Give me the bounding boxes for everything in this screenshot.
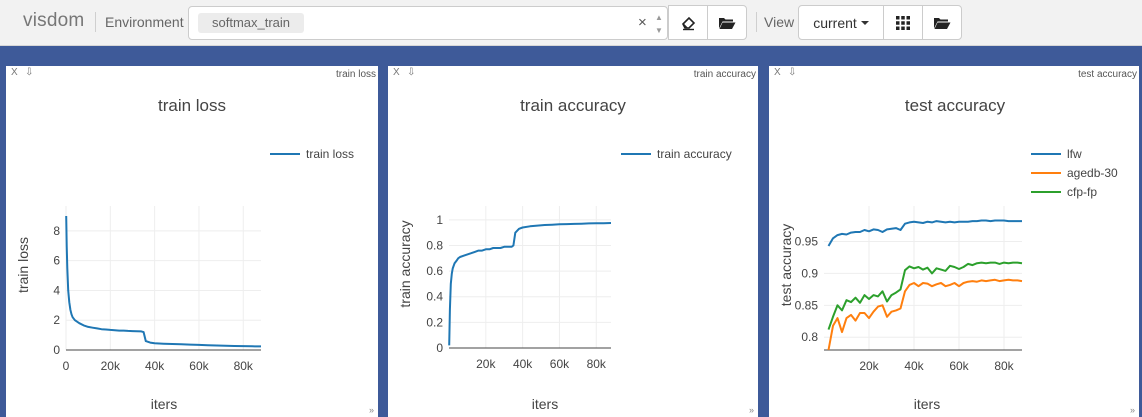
x-tick-label: 20k xyxy=(859,359,879,373)
series-line-train-loss xyxy=(65,215,262,348)
y-axis-label: test accuracy xyxy=(778,224,794,306)
y-axis-label: train loss xyxy=(15,237,31,293)
x-axis-label: iters xyxy=(151,396,177,412)
y-tick-label: 6 xyxy=(53,254,60,268)
divider xyxy=(756,12,757,32)
x-tick-label: 20k xyxy=(101,359,121,373)
caret-down-icon[interactable]: ▼ xyxy=(655,26,663,35)
x-tick-label: 60k xyxy=(949,359,969,373)
chevron-down-icon xyxy=(860,20,869,25)
download-icon[interactable]: ⇩ xyxy=(407,67,416,78)
legend-label: lfw xyxy=(1067,147,1082,161)
y-tick-label: 0.85 xyxy=(795,298,819,312)
series-line-agedb-30 xyxy=(827,278,1023,351)
eraser-icon xyxy=(682,16,696,30)
y-tick-label: 4 xyxy=(53,283,60,297)
legend-label: train loss xyxy=(306,147,354,161)
pane-title-tag: train accuracy xyxy=(693,69,756,80)
resize-handle-icon[interactable]: » xyxy=(1129,405,1135,415)
resize-handle-icon[interactable]: » xyxy=(368,405,374,415)
chart-title: train accuracy xyxy=(520,96,626,115)
view-select-button[interactable]: current xyxy=(798,5,884,40)
close-pane-icon[interactable]: X xyxy=(393,67,400,78)
train-loss-chart[interactable]: 0 20k 40k 60k 80k 0 2 4 6 8 train loss iters train l… xyxy=(6,66,378,417)
close-pane-icon[interactable]: X xyxy=(11,67,18,78)
grid-icon xyxy=(896,15,910,30)
legend-label: cfp-fp xyxy=(1067,185,1097,199)
x-tick-label: 60k xyxy=(550,357,570,371)
plot-pane-test-accuracy[interactable]: X ⇩ test accuracy 20k 40k 60k 80k 0.8 0.85 0.9… xyxy=(769,66,1139,417)
plot-pane-train-loss[interactable]: X ⇩ train loss 0 20k 40k 60k 80k 0 2 4 6 8 train l… xyxy=(6,66,378,417)
y-tick-label: 0 xyxy=(53,343,60,357)
legend-label: agedb-30 xyxy=(1067,166,1118,180)
manage-env-button[interactable] xyxy=(707,5,747,40)
resize-handle-icon[interactable]: » xyxy=(748,405,754,415)
y-tick-label: 2 xyxy=(53,313,60,327)
x-tick-label: 80k xyxy=(587,357,607,371)
x-tick-label: 40k xyxy=(513,357,533,371)
clear-env-button[interactable] xyxy=(668,5,708,40)
chart-title: train loss xyxy=(158,96,226,115)
download-icon[interactable]: ⇩ xyxy=(25,67,34,78)
y-tick-label: 0.9 xyxy=(801,266,818,280)
clear-icon[interactable]: × xyxy=(638,14,647,31)
y-tick-label: 0 xyxy=(436,341,443,355)
x-tick-label: 80k xyxy=(234,359,254,373)
train-accuracy-chart[interactable]: 20k 40k 60k 80k 0 0.2 0.4 0.6 0.8 1 train accuracy… xyxy=(388,66,758,417)
repack-button[interactable] xyxy=(883,5,923,40)
y-tick-label: 0.6 xyxy=(426,264,443,278)
y-axis-label: train accuracy xyxy=(397,220,413,307)
environment-select[interactable]: softmax_train × ▲ ▼ xyxy=(188,6,668,40)
legend-label: train accuracy xyxy=(657,147,732,161)
navbar: visdom Environment softmax_train × ▲ ▼ V… xyxy=(0,0,1142,46)
download-icon[interactable]: ⇩ xyxy=(788,67,797,78)
x-axis-label: iters xyxy=(914,396,940,412)
x-tick-label: 40k xyxy=(145,359,165,373)
y-tick-label: 1 xyxy=(436,213,443,227)
caret-up-icon[interactable]: ▲ xyxy=(655,13,663,22)
y-tick-label: 0.95 xyxy=(795,235,819,249)
y-tick-label: 0.4 xyxy=(426,290,443,304)
y-tick-label: 0.8 xyxy=(801,330,818,344)
y-tick-label: 0.8 xyxy=(426,238,443,252)
close-pane-icon[interactable]: X xyxy=(774,67,781,78)
folder-open-icon xyxy=(719,17,736,29)
x-axis-label: iters xyxy=(532,396,558,412)
x-tick-label: 60k xyxy=(189,359,209,373)
pane-title-tag: train loss xyxy=(335,69,376,80)
divider xyxy=(95,12,96,32)
view-selected: current xyxy=(813,14,857,31)
view-label: View xyxy=(764,14,795,30)
x-tick-label: 40k xyxy=(904,359,924,373)
app-logo: visdom xyxy=(23,10,85,31)
series-line-cfp-fp xyxy=(827,261,1023,330)
y-tick-label: 8 xyxy=(53,224,60,238)
x-tick-label: 20k xyxy=(476,357,496,371)
environment-label: Environment xyxy=(105,14,184,30)
manage-views-button[interactable] xyxy=(922,5,962,40)
plot-pane-train-accuracy[interactable]: X ⇩ train accuracy 20k 40k 60k 80k 0 0.2 0.4 0.… xyxy=(388,66,758,417)
x-tick-label: 0 xyxy=(63,359,70,373)
series-line-train-accuracy xyxy=(448,222,612,346)
chart-title: test accuracy xyxy=(905,96,1006,115)
folder-open-icon xyxy=(934,17,951,29)
series-line-lfw xyxy=(827,219,1022,247)
y-tick-label: 0.2 xyxy=(426,315,443,329)
environment-chip[interactable]: softmax_train xyxy=(198,13,305,33)
pane-title-tag: test accuracy xyxy=(1078,69,1137,80)
x-tick-label: 80k xyxy=(994,359,1014,373)
